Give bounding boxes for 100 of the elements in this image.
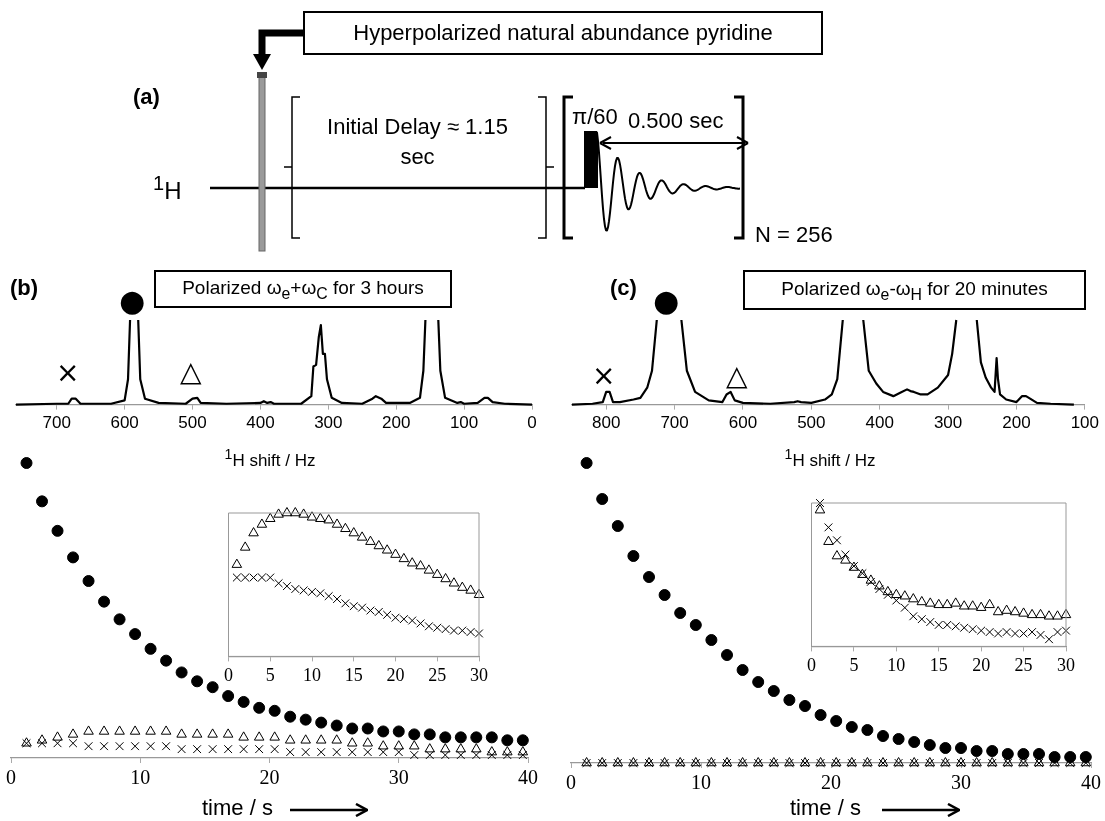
point <box>455 743 467 753</box>
point <box>814 709 827 721</box>
point <box>146 741 155 751</box>
point <box>425 750 435 760</box>
point <box>268 704 281 717</box>
point <box>315 734 327 744</box>
point <box>240 573 250 582</box>
point <box>799 700 811 712</box>
x-tick-label: 0 <box>527 413 537 433</box>
x-tick-label: 20 <box>972 654 991 675</box>
point <box>925 617 935 627</box>
point <box>407 616 417 625</box>
point <box>284 710 297 723</box>
annotation: × <box>592 359 616 392</box>
point <box>877 730 889 742</box>
point <box>346 737 358 747</box>
point <box>238 731 249 741</box>
point <box>346 722 359 735</box>
x-tick-label: 500 <box>178 413 207 433</box>
point <box>882 585 894 596</box>
point <box>82 575 95 587</box>
x-tick-label: 200 <box>382 413 411 433</box>
x-tick-label: 40 <box>518 766 538 789</box>
text: Hyperpolarized natural abundance pyridine <box>303 11 823 55</box>
point <box>373 539 385 550</box>
point <box>1064 751 1077 763</box>
point <box>985 627 995 637</box>
point <box>307 587 317 597</box>
point <box>721 649 733 661</box>
x-tick-label: 500 <box>797 413 826 433</box>
point <box>892 733 905 745</box>
point <box>264 512 276 522</box>
point <box>222 728 234 738</box>
point <box>1033 748 1045 760</box>
point <box>274 578 283 588</box>
text: $^{1}$H <box>153 172 182 205</box>
point <box>176 728 187 738</box>
point <box>891 588 902 599</box>
point <box>580 457 593 469</box>
point <box>114 725 125 735</box>
point <box>299 586 309 595</box>
point <box>923 739 936 751</box>
point <box>332 747 342 757</box>
point <box>36 495 49 508</box>
point <box>1036 630 1045 640</box>
x-tick-label: 10 <box>303 664 321 685</box>
point <box>466 627 476 637</box>
point <box>933 598 945 609</box>
point <box>398 552 410 563</box>
point <box>465 584 476 594</box>
point <box>976 626 986 636</box>
point <box>316 747 326 757</box>
point <box>1010 629 1020 638</box>
point <box>883 590 893 600</box>
point <box>83 725 94 735</box>
text: (b) <box>10 275 39 301</box>
x-tick-label: 0 <box>224 664 233 685</box>
x-tick-label: 700 <box>42 413 71 433</box>
point <box>341 598 350 608</box>
point <box>441 624 450 634</box>
point <box>967 600 978 610</box>
point <box>409 740 420 750</box>
point <box>347 747 357 757</box>
point <box>449 626 459 635</box>
point <box>958 600 970 610</box>
text: ● <box>119 283 146 318</box>
point <box>301 747 311 757</box>
x-tick-label: 10 <box>691 771 711 794</box>
point <box>390 548 401 558</box>
x-tick-label: 15 <box>344 664 363 685</box>
text: Initial Delay ≈ 1.15 sec <box>326 113 509 171</box>
point <box>424 743 436 753</box>
point <box>456 750 466 760</box>
point <box>361 722 374 735</box>
x-tick-label: 0 <box>807 654 816 675</box>
point <box>332 594 342 604</box>
x-tick-label: 30 <box>1057 654 1075 675</box>
point <box>517 746 529 756</box>
point <box>831 550 843 560</box>
x-tick-label: 20 <box>386 664 405 685</box>
point <box>269 731 280 741</box>
text: N = 256 <box>755 222 833 248</box>
point <box>516 734 529 747</box>
point <box>942 620 952 630</box>
chart-title: Polarized ω$_{e}$+ω$_{C}$ for 3 hours <box>154 270 452 308</box>
point <box>899 590 911 600</box>
point <box>51 524 64 537</box>
point <box>175 666 188 679</box>
x-axis-title: $^{1}$H shift / Hz <box>224 446 316 471</box>
x-axis-title: time / s <box>202 795 273 821</box>
point <box>206 681 219 694</box>
point <box>908 593 919 603</box>
x-tick-label: 600 <box>728 413 758 433</box>
point <box>37 738 47 748</box>
point <box>1048 751 1061 763</box>
point <box>487 750 497 760</box>
point <box>331 518 343 528</box>
point <box>705 634 718 646</box>
point <box>986 745 999 757</box>
point <box>192 744 202 754</box>
